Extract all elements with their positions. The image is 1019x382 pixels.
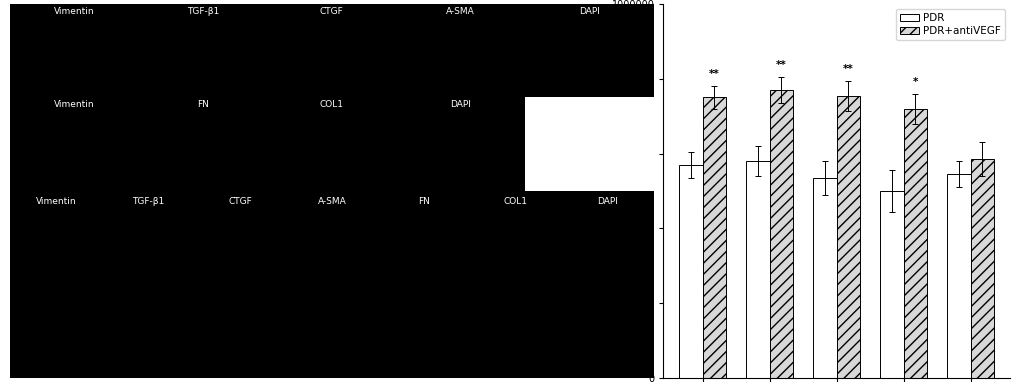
Bar	[879, 191, 903, 378]
Text: CTGF: CTGF	[320, 6, 343, 16]
Text: **: **	[708, 70, 719, 79]
Text: Vimentin: Vimentin	[54, 6, 95, 16]
Y-axis label: Immunofluorescence analysis: Immunofluorescence analysis	[595, 108, 605, 274]
Bar	[746, 161, 769, 378]
Text: PDR+
Anti-VEGF: PDR+ Anti-VEGF	[10, 264, 58, 286]
Text: C: C	[662, 0, 679, 2]
Text: **: **	[842, 64, 853, 74]
Bar	[812, 178, 836, 378]
Text: FN: FN	[197, 100, 209, 109]
Text: DAPI: DAPI	[449, 100, 471, 109]
Text: **: **	[775, 60, 786, 70]
Text: COL1: COL1	[503, 197, 527, 206]
Text: TGF-β1: TGF-β1	[131, 197, 164, 206]
Text: FN: FN	[418, 197, 429, 206]
Text: Vimentin: Vimentin	[54, 100, 95, 109]
Bar	[947, 174, 970, 378]
Text: *: *	[912, 77, 917, 87]
Text: TGF-β1: TGF-β1	[186, 6, 219, 16]
Text: COL1: COL1	[320, 100, 343, 109]
Text: Vimentin: Vimentin	[36, 197, 76, 206]
Text: A-SMA: A-SMA	[317, 197, 345, 206]
Bar	[702, 97, 726, 378]
Bar	[970, 159, 994, 378]
Text: DAPI: DAPI	[596, 197, 618, 206]
Bar	[679, 165, 702, 378]
Text: PDR: PDR	[20, 91, 41, 100]
Bar	[903, 108, 926, 378]
Text: PDR: PDR	[20, 178, 41, 188]
Text: DAPI: DAPI	[578, 6, 599, 16]
Text: B: B	[10, 191, 28, 211]
Text: A-SMA: A-SMA	[445, 6, 475, 16]
Legend: PDR, PDR+antiVEGF: PDR, PDR+antiVEGF	[895, 9, 1004, 40]
Text: CTGF: CTGF	[228, 197, 252, 206]
Bar	[836, 96, 859, 378]
Text: A: A	[10, 11, 28, 31]
Bar	[769, 90, 793, 378]
